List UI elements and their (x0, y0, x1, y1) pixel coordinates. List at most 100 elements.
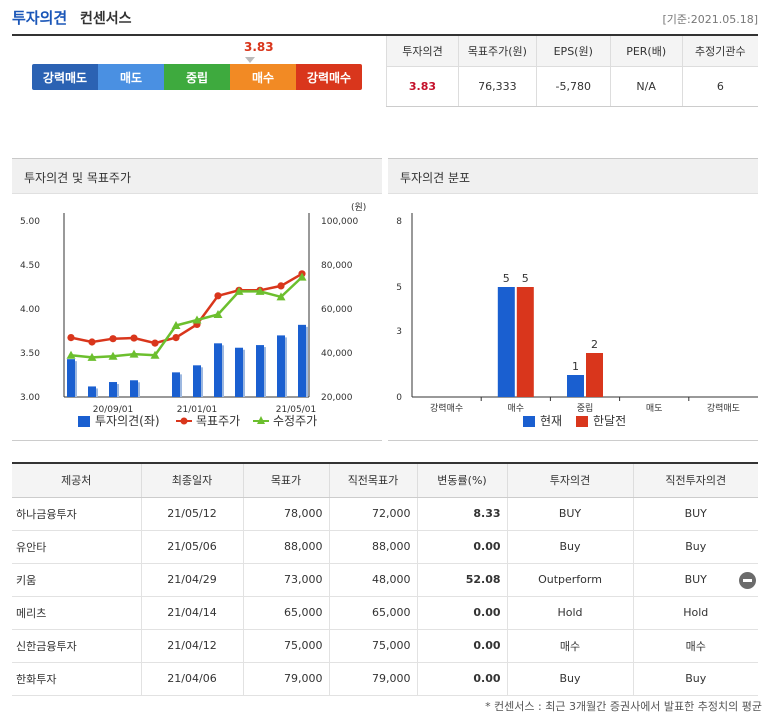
cell-opinion: BUY (507, 497, 634, 531)
gauge-segment-neutral: 중립 (164, 64, 230, 90)
opinion-bar-shadow (243, 349, 245, 397)
target-price-point (172, 334, 180, 342)
summary-header-eps: EPS(원) (536, 36, 611, 67)
cell-change-rate: 52.08 (417, 563, 508, 597)
y-tick-label: 8 (396, 217, 402, 227)
panel-bottom-left (12, 440, 382, 441)
table-header-row: 제공처 최종일자 목표가 직전목표가 변동률(%) 투자의견 직전투자의견 (12, 464, 758, 498)
cell-opinion: Hold (507, 596, 634, 630)
opinion-bar-shadow (285, 337, 287, 397)
cell-date: 21/04/14 (141, 596, 244, 630)
bar-value-label: 5 (522, 272, 529, 285)
summary-header-row: 투자의견 목표주가(원) EPS(원) PER(배) 추정기관수 (386, 36, 758, 67)
target-price-point (130, 334, 138, 342)
cell-target: 73,000 (243, 563, 330, 597)
opinion-bar-shadow (201, 367, 203, 397)
adjusted-price-point (150, 350, 160, 359)
cell-date: 21/05/06 (141, 530, 244, 564)
opinion-bar (67, 359, 75, 397)
summary-per-value: N/A (610, 66, 683, 107)
gauge-segment-sell: 매도 (98, 64, 164, 90)
cell-change-rate: 8.33 (417, 497, 508, 531)
cell-provider: 하나금융투자 (12, 497, 142, 531)
cell-change-rate: 0.00 (417, 596, 508, 630)
opinion-target-chart: 5.00 4.50 4.00 3.50 3.00 100,000 80,000 60,000 4… (20, 202, 366, 428)
top-divider (12, 34, 758, 36)
summary-header-per: PER(배) (610, 36, 683, 67)
cell-change-rate: 0.00 (417, 530, 508, 564)
cell-prev-opinion: BUY (633, 563, 758, 597)
y-left-tick-label: 5.00 (20, 217, 40, 227)
adjusted-price-point (108, 351, 118, 360)
opinion-bar (172, 372, 180, 397)
gauge-value: 3.83 (244, 40, 274, 54)
cell-change-rate: 0.00 (417, 629, 508, 663)
summary-institutions-value: 6 (682, 66, 758, 107)
cell-target: 65,000 (243, 596, 330, 630)
summary-header-opinion: 투자의견 (386, 36, 459, 67)
opinion-bar-shadow (264, 347, 266, 397)
x-tick-label: 21/05/01 (276, 405, 316, 415)
adjusted-price-point (255, 286, 265, 295)
y-tick-label: 3 (396, 327, 402, 337)
consensus-summary-table: 투자의견 목표주가(원) EPS(원) PER(배) 추정기관수 3.83 76… (386, 36, 758, 107)
current-bar (497, 287, 515, 397)
adjusted-price-point (213, 310, 223, 318)
cell-prev-opinion: Hold (633, 596, 758, 630)
col-header-change-rate: 변동률(%) (417, 464, 508, 498)
opinion-bar (88, 386, 96, 397)
cell-prev-opinion: Buy (633, 662, 758, 696)
page-title: 투자의견 (12, 9, 68, 27)
gauge-bar: 강력매도 매도 중립 매수 강력매수 (32, 64, 362, 90)
cell-provider: 유안타 (12, 530, 142, 564)
footnote: * 컨센서스 : 최근 3개월간 증권사에서 발표한 추정치의 평균 (485, 700, 762, 713)
target-price-point (109, 335, 117, 343)
bar-value-label: 5 (503, 272, 510, 285)
cell-target: 75,000 (243, 629, 330, 663)
adjusted-price-point (192, 315, 202, 324)
y-tick-label: 5 (396, 283, 402, 293)
collapse-minus-icon[interactable] (739, 571, 756, 589)
cell-prev-opinion: BUY (633, 497, 758, 531)
target-price-point (214, 292, 222, 300)
cell-change-rate: 0.00 (417, 662, 508, 696)
page-subtitle: 컨센서스 (80, 11, 132, 27)
opinion-bar-shadow (138, 382, 140, 397)
bar-value-label: 1 (572, 360, 579, 373)
month-ago-bar (586, 353, 603, 397)
legend-month-ago-swatch (576, 416, 588, 427)
broker-estimates-table: 제공처 최종일자 목표가 직전목표가 변동률(%) 투자의견 직전투자의견 하나… (12, 464, 758, 696)
summary-target-price-value: 76,333 (458, 66, 537, 107)
opinion-bar-shadow (306, 326, 308, 397)
cell-date: 21/04/12 (141, 629, 244, 663)
gauge-segment-strong-sell: 강력매도 (32, 64, 98, 90)
opinion-bar-shadow (222, 345, 224, 397)
x-tick-label: 21/01/01 (177, 405, 217, 415)
adjusted-price-point (297, 272, 307, 281)
opinion-bar (256, 345, 264, 397)
legend-current-swatch (523, 416, 535, 427)
cell-opinion: 매수 (507, 629, 634, 663)
adjusted-price-point (171, 321, 181, 329)
y-left-tick-label: 4.00 (20, 305, 40, 315)
table-row: 메리츠 21/04/14 65,000 65,000 0.00 Hold Hold (12, 596, 758, 630)
y-right-tick-label: 100,000 (321, 217, 358, 227)
summary-opinion-value: 3.83 (386, 66, 459, 107)
col-header-date: 최종일자 (141, 464, 244, 498)
y-left-tick-label: 3.50 (20, 349, 40, 359)
opinion-bar (235, 347, 243, 397)
bar-value-label: 2 (591, 338, 598, 351)
opinion-bar (214, 343, 222, 397)
y-left-tick-label: 4.50 (20, 261, 40, 271)
opinion-bar-shadow (180, 374, 182, 397)
table-divider (12, 462, 758, 464)
x-tick-label: 강력매도 (707, 402, 740, 414)
legend-month-ago-label: 한달전 (593, 414, 626, 428)
adjusted-price-point (66, 350, 76, 359)
opinion-bar (298, 324, 306, 397)
legend-opinion-swatch (78, 416, 90, 427)
cell-date: 21/05/12 (141, 497, 244, 531)
col-header-prev-target: 직전목표가 (329, 464, 418, 498)
cell-prev-opinion: 매수 (633, 629, 758, 663)
cell-provider: 메리츠 (12, 596, 142, 630)
